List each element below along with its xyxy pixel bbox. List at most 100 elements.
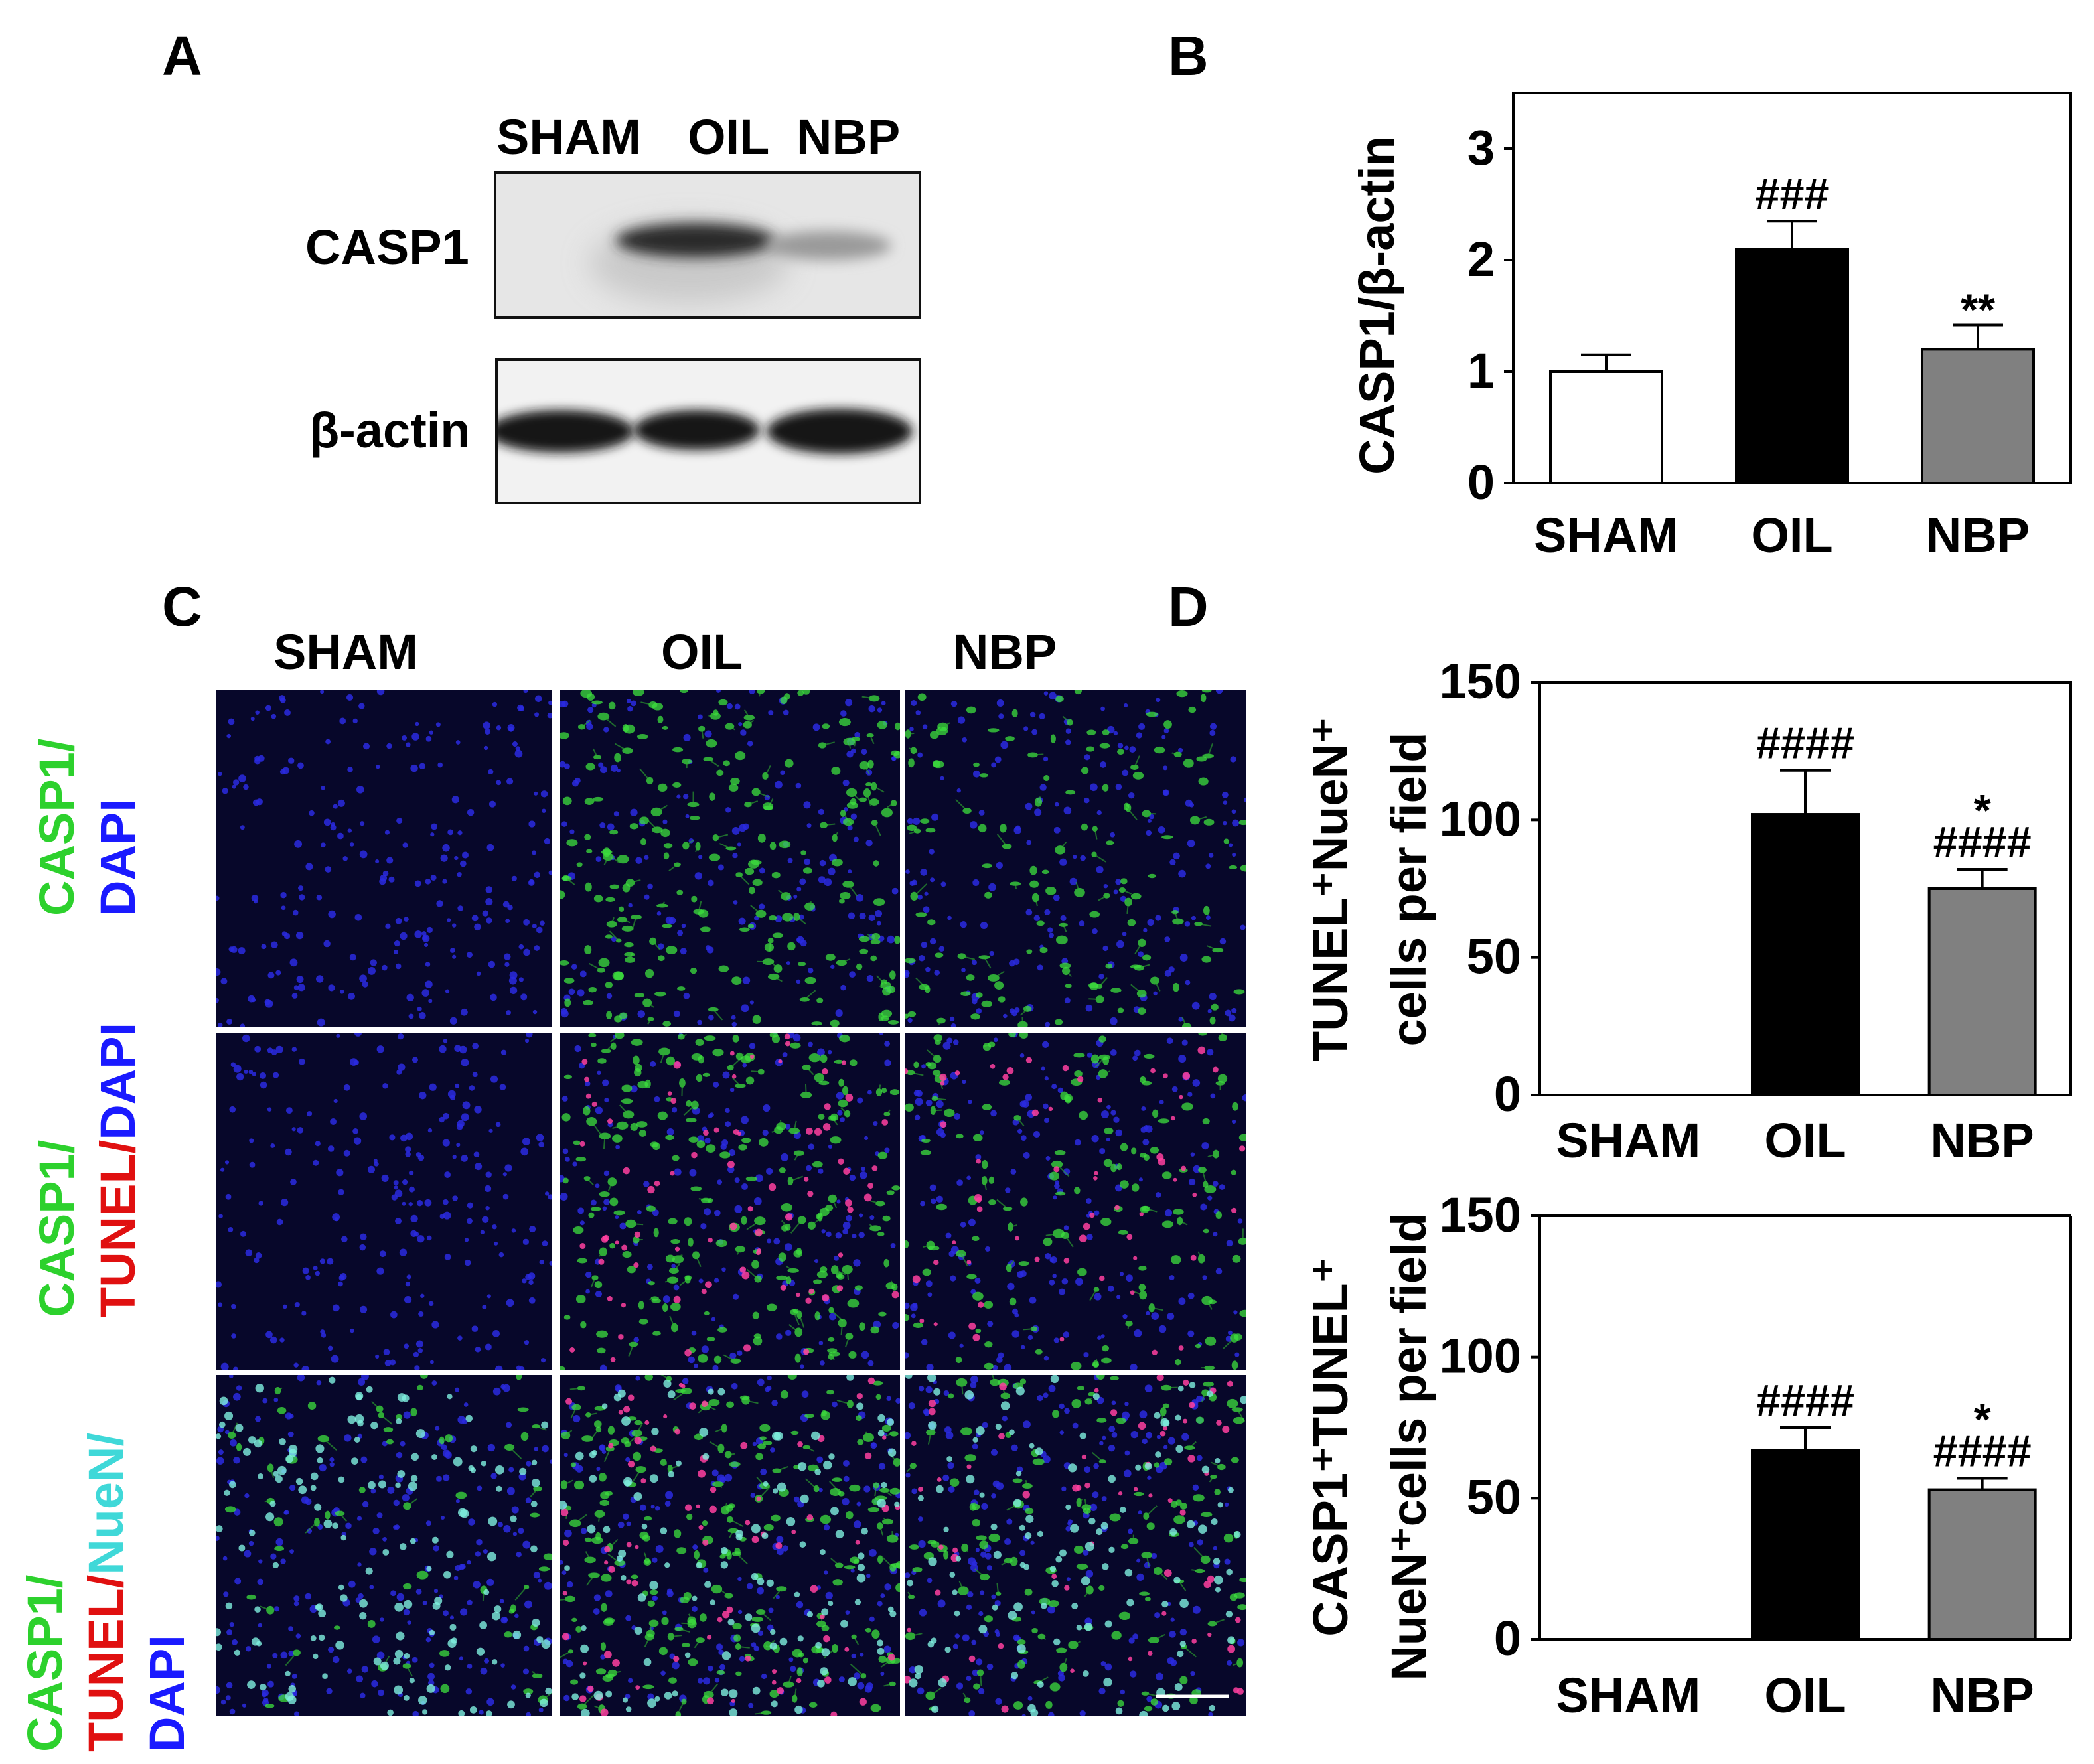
lane-label-oil: OIL <box>688 110 770 165</box>
bar-oil <box>1751 1449 1860 1641</box>
category-label-nbp: NBP <box>1931 1668 2034 1723</box>
band-actin-oil <box>634 410 760 450</box>
micrograph-r1-c3 <box>905 690 1246 1027</box>
y-tick-label-3: 150 <box>1440 1188 1521 1242</box>
micrograph-r3-c3-cells <box>905 1375 1246 1716</box>
bar-nbp <box>1921 348 2035 484</box>
micrograph-r2-c3 <box>905 1033 1246 1370</box>
lane-label-nbp: NBP <box>796 110 901 165</box>
y-tick-label-3: 3 <box>1467 120 1495 175</box>
stain-label: TUNEL/ <box>78 1574 133 1752</box>
micrograph-r1-c1 <box>216 690 552 1027</box>
row-label-casp1-tunel-dapi: CASP1/TUNEL/DAPI <box>27 1023 149 1317</box>
significance-nbp-1: * <box>1974 786 1991 836</box>
blot-beta-actin-bands <box>498 361 919 502</box>
y-tick-label-2: 2 <box>1467 232 1495 287</box>
row-label-line: DAPI <box>88 739 149 916</box>
panel-letter-a: A <box>162 25 202 87</box>
y-tick-label-1: 50 <box>1467 929 1521 984</box>
row-label-line: TUNEL/NueN/ <box>76 1433 137 1752</box>
micrograph-r3-c1 <box>216 1375 552 1716</box>
stain-label: TUNEL/ <box>90 1139 145 1317</box>
y-tick-label-0: 0 <box>1467 455 1495 510</box>
column-label-nbp: NBP <box>953 625 1057 680</box>
micrograph-r2-c3-cells <box>905 1033 1246 1370</box>
micrograph-r1-c3-cells <box>905 690 1246 1027</box>
significance-nbp-0: #### <box>1933 1428 2032 1477</box>
panel-letter-c: C <box>162 575 202 638</box>
row-label-line: DAPI <box>137 1433 198 1752</box>
bar-oil <box>1735 248 1849 484</box>
stain-label: NueN/ <box>78 1432 133 1575</box>
blot-casp1-bands <box>496 174 919 316</box>
category-label-oil: OIL <box>1764 1113 1846 1168</box>
micrograph-r1-c2 <box>560 690 900 1027</box>
chart-casp1-ratio: 0 1 2 3 SHAM ### OIL ** NBP CASP1/β-actin <box>1349 92 2072 563</box>
stain-label: CASP1/ <box>29 738 84 916</box>
micrograph-r1-c1-cells <box>216 690 552 1027</box>
lane-label-sham: SHAM <box>496 110 641 165</box>
y-axis-label: CASP1/β-actin <box>1349 136 1404 475</box>
y-axis-label-line-1: NueN⁺cells per field <box>1381 1213 1436 1680</box>
panel-letter-b: B <box>1168 25 1209 87</box>
panel-letter-d: D <box>1168 575 1209 638</box>
category-label-nbp: NBP <box>1931 1113 2034 1168</box>
y-tick-label-0: 0 <box>1494 1611 1521 1666</box>
significance-nbp-0: ** <box>1961 285 1995 334</box>
category-label-oil: OIL <box>1751 508 1832 563</box>
significance-nbp-1: * <box>1974 1396 1991 1445</box>
bar-nbp <box>1927 887 2037 1096</box>
band-casp1-nbp <box>765 231 891 260</box>
micrograph-r3-c1-cells <box>216 1375 552 1716</box>
micrograph-r3-c3 <box>905 1375 1246 1716</box>
significance-oil-0: ### <box>1755 170 1829 219</box>
protein-label-beta-actin: β-actin <box>309 403 471 458</box>
significance-oil-0: #### <box>1756 1376 1854 1426</box>
row-label-line: CASP1/ <box>15 1433 76 1752</box>
stain-label: DAPI <box>90 1022 145 1140</box>
column-label-oil: OIL <box>661 625 743 680</box>
y-tick-label-0: 0 <box>1494 1066 1521 1122</box>
stain-label: DAPI <box>139 1635 194 1752</box>
category-label-nbp: NBP <box>1926 508 2030 563</box>
band-actin-nbp <box>767 409 913 454</box>
row-label-line: CASP1/ <box>27 1023 88 1317</box>
category-label-sham: SHAM <box>1534 508 1679 563</box>
column-label-sham: SHAM <box>273 625 418 680</box>
category-label-sham: SHAM <box>1556 1113 1700 1168</box>
micrograph-r1-c2-cells <box>560 690 900 1027</box>
y-axis-label-line-0: CASP1⁺TUNEL⁺ <box>1303 1257 1358 1637</box>
row-label-casp1-tunel-nuen-dapi: CASP1/TUNEL/NueN/DAPI <box>15 1433 198 1752</box>
y-tick-label-3: 150 <box>1440 654 1521 709</box>
row-label-line: CASP1/ <box>27 739 88 916</box>
y-tick-label-1: 50 <box>1467 1469 1521 1524</box>
bar-nbp <box>1927 1488 2037 1641</box>
micrograph-r2-c2-cells <box>560 1033 900 1370</box>
stain-label: CASP1/ <box>17 1574 72 1752</box>
micrograph-r2-c1-cells <box>216 1033 552 1370</box>
row-label-line: TUNEL/DAPI <box>88 1023 149 1317</box>
bar-oil <box>1751 813 1860 1096</box>
category-label-oil: OIL <box>1764 1668 1846 1723</box>
protein-label-casp1: CASP1 <box>305 220 469 275</box>
blot-casp1 <box>494 171 921 319</box>
band-casp1-oil <box>616 223 775 257</box>
y-tick-label-1: 1 <box>1467 343 1495 398</box>
row-label-casp1-dapi: CASP1/DAPI <box>27 739 149 916</box>
micrograph-r3-c2 <box>560 1375 900 1716</box>
significance-oil-0: #### <box>1756 719 1854 769</box>
category-label-sham: SHAM <box>1556 1668 1700 1723</box>
band-actin-sham <box>498 410 634 453</box>
y-axis-label-line-0: TUNEL⁺NueN⁺ <box>1303 717 1358 1061</box>
y-tick-label-2: 100 <box>1440 791 1521 846</box>
micrograph-r2-c2 <box>560 1033 900 1370</box>
bar-sham <box>1549 370 1663 484</box>
stain-label: DAPI <box>90 798 145 916</box>
y-tick-label-2: 100 <box>1440 1329 1521 1384</box>
stain-label: CASP1/ <box>29 1139 84 1317</box>
blot-beta-actin <box>495 358 921 504</box>
micrograph-r2-c1 <box>216 1033 552 1370</box>
chart-casp1-tunel-nuen: 050100150SHAM####OIL####*NBPCASP1⁺TUNEL⁺… <box>1303 1188 2072 1723</box>
significance-nbp-0: #### <box>1933 818 2032 867</box>
